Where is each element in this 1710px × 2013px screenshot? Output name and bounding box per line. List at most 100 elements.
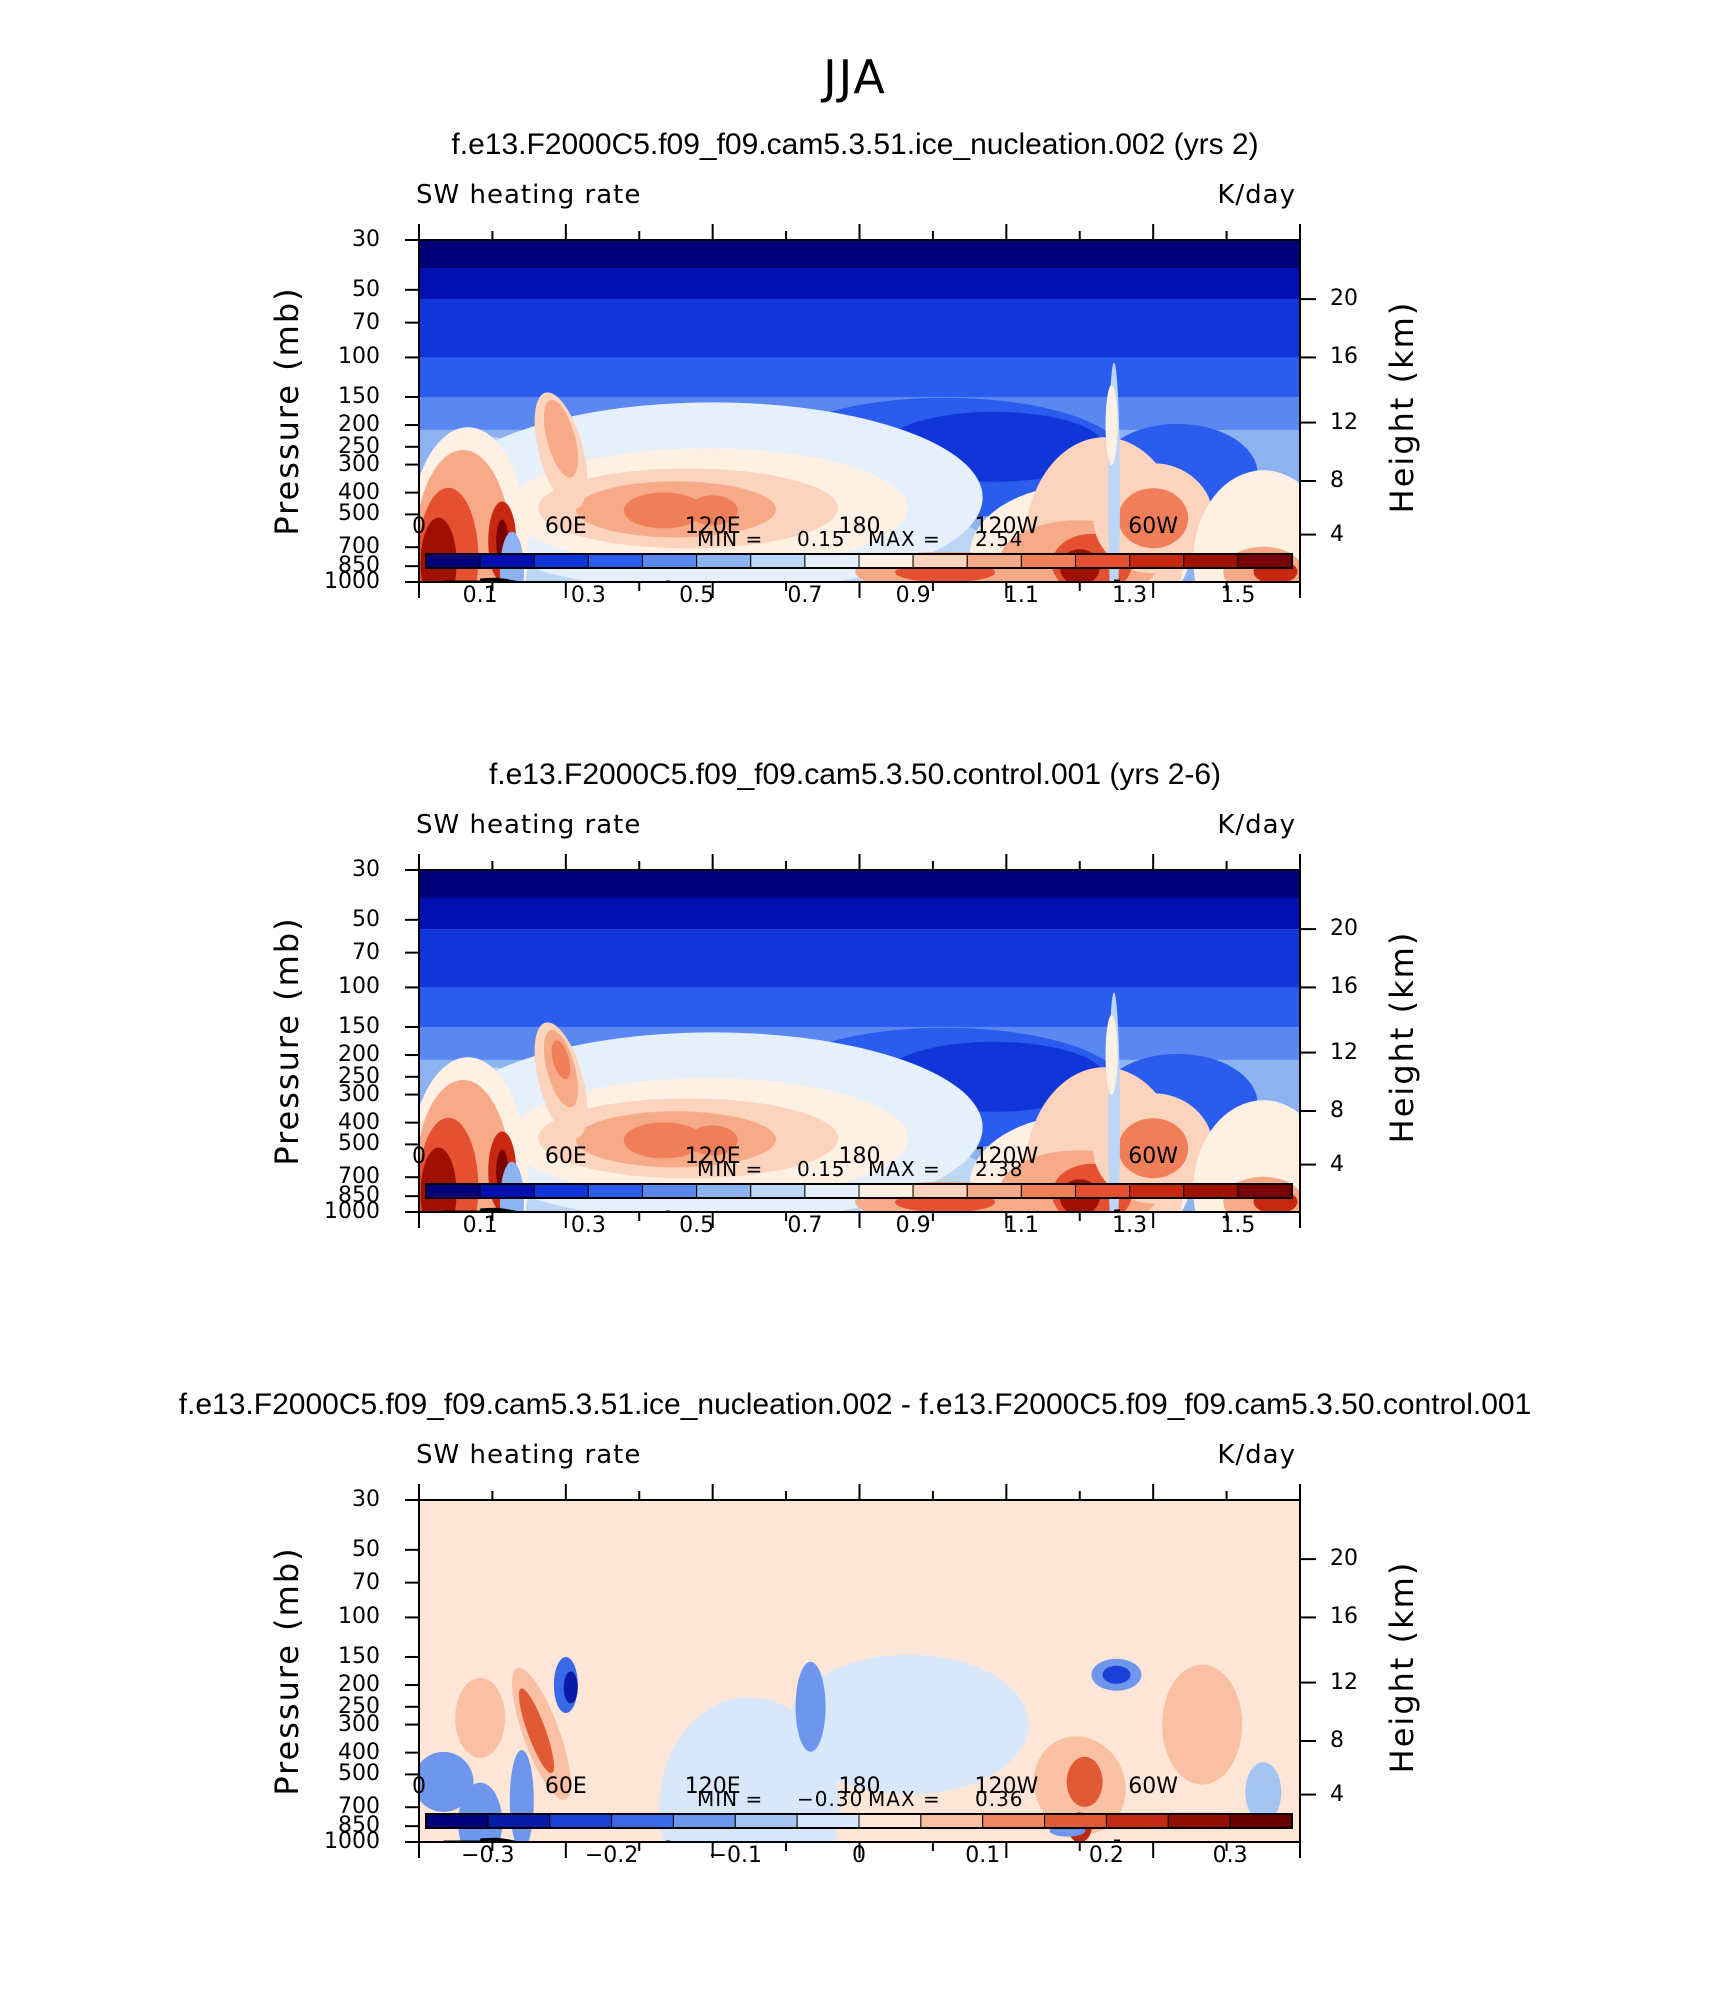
y-tick-label: 400 xyxy=(338,479,380,505)
colorbar-label: 1.1 xyxy=(1003,583,1039,608)
figure: JJA f.e13.F2000C5.f09_f09.cam5.3.51.ice_… xyxy=(0,50,1710,1868)
y-tick-label: 150 xyxy=(338,383,380,409)
x-tick-label: 120W xyxy=(974,514,1039,539)
colorbar-box xyxy=(1020,1183,1076,1199)
y-tick-label: 200 xyxy=(338,1672,380,1698)
colorbar-label: 0.9 xyxy=(895,583,931,608)
y-tick-label: 50 xyxy=(352,276,380,302)
colorbar-box xyxy=(858,1813,922,1829)
colorbar-box xyxy=(796,1813,860,1829)
x-tick-label: 0 xyxy=(412,1774,426,1799)
x-tick-label: 60E xyxy=(544,514,587,539)
y2-tick-label: 12 xyxy=(1330,409,1358,435)
colorbar-box xyxy=(479,553,535,569)
min-label: MIN = xyxy=(697,527,764,551)
x-tick-label: 0 xyxy=(412,1144,426,1169)
y-tick-label: 100 xyxy=(338,1604,380,1630)
y2-tick-label: 4 xyxy=(1330,521,1344,547)
x-tick-label: 120W xyxy=(974,1144,1039,1169)
contour-plot xyxy=(405,854,1316,1228)
colorbar-label: 0.1 xyxy=(965,1843,1001,1868)
contour-field xyxy=(419,870,1300,1212)
colorbar-label: 0.9 xyxy=(895,1213,931,1238)
colorbar-box xyxy=(1129,553,1185,569)
y2-tick-label: 8 xyxy=(1330,1727,1344,1753)
contour-panel-3: f.e13.F2000C5.f09_f09.cam5.3.51.ice_nucl… xyxy=(0,1388,1710,2013)
colorbar-box xyxy=(587,553,643,569)
colorbar-box xyxy=(804,1183,860,1199)
topography-africa xyxy=(443,1207,522,1212)
min-label: MIN = xyxy=(697,1787,764,1811)
colorbar-box xyxy=(611,1813,674,1829)
y2-tick-label: 4 xyxy=(1330,1151,1344,1177)
topography-andes xyxy=(1114,579,1121,582)
colorbar-box xyxy=(912,1183,968,1199)
colorbar-label: −0.1 xyxy=(708,1843,762,1868)
y-tick-label: 100 xyxy=(338,344,380,370)
x-tick-label: 60W xyxy=(1128,514,1179,539)
y2-tick-label: 16 xyxy=(1330,344,1358,370)
colorbar-label: 0.2 xyxy=(1088,1843,1124,1868)
y-tick-label: 50 xyxy=(352,906,380,932)
y-tick-label: 250 xyxy=(338,433,380,459)
y-tick-label: 1000 xyxy=(324,1829,380,1854)
contour-region xyxy=(551,1040,571,1080)
colorbar-box xyxy=(858,1183,914,1199)
colorbar-box xyxy=(1020,553,1076,569)
colorbar-box xyxy=(549,1813,613,1829)
contour-region xyxy=(518,1688,555,1774)
colorbar-label: 1.5 xyxy=(1220,1213,1256,1238)
colorbar-box xyxy=(642,1183,698,1199)
colorbar xyxy=(425,1183,1293,1199)
topography-africa xyxy=(443,577,522,582)
colorbar-box xyxy=(487,1813,551,1829)
colorbar-box xyxy=(1237,553,1293,569)
units-label: K/day xyxy=(1217,180,1296,210)
contour-field xyxy=(419,240,1300,582)
contour-region xyxy=(1118,1118,1189,1179)
colorbar-box xyxy=(672,1813,736,1829)
y-tick-label: 150 xyxy=(338,1013,380,1039)
colorbar-label: 0.1 xyxy=(462,1213,498,1238)
colorbar-box xyxy=(804,553,860,569)
y-tick-label: 850 xyxy=(338,1183,380,1209)
contour-region xyxy=(509,1750,534,1842)
contour-region xyxy=(1162,1664,1243,1785)
colorbar-label: 0.7 xyxy=(787,583,823,608)
y2-tick-label: 20 xyxy=(1330,916,1358,942)
y-tick-label: 70 xyxy=(352,309,380,335)
y2-tick-label: 16 xyxy=(1330,974,1358,1000)
contour-region xyxy=(551,410,571,450)
axes xyxy=(405,1484,1316,1858)
max-value: 2.38 xyxy=(975,1157,1024,1181)
y-tick-label: 200 xyxy=(338,1042,380,1068)
case-title: f.e13.F2000C5.f09_f09.cam5.3.51.ice_nucl… xyxy=(178,1388,1532,1421)
y-tick-label: 300 xyxy=(338,1711,380,1737)
case-title: f.e13.F2000C5.f09_f09.cam5.3.50.control.… xyxy=(488,758,1222,791)
units-label: K/day xyxy=(1217,1440,1296,1470)
colorbar xyxy=(425,1813,1293,1829)
colorbar-box xyxy=(425,1813,489,1829)
contour-panel-1: f.e13.F2000C5.f09_f09.cam5.3.51.ice_nucl… xyxy=(0,128,1710,753)
colorbar-label: 0.5 xyxy=(679,583,715,608)
colorbar-box xyxy=(1044,1813,1107,1829)
y-tick-label: 1000 xyxy=(324,569,380,594)
contour-region xyxy=(1066,1756,1103,1807)
colorbar-label: −0.3 xyxy=(461,1843,515,1868)
y2-tick-label: 16 xyxy=(1330,1604,1358,1630)
y-tick-label: 500 xyxy=(338,1131,380,1157)
contour-region xyxy=(563,1671,578,1704)
contour-band xyxy=(419,870,1300,899)
contour-region xyxy=(623,492,704,529)
x-tick-label: 60E xyxy=(544,1144,587,1169)
colorbar-label: 1.1 xyxy=(1003,1213,1039,1238)
contour-field xyxy=(419,1500,1300,1842)
variable-name: SW heating rate xyxy=(416,810,642,840)
contour-band xyxy=(419,357,1300,397)
colorbar-label: 1.3 xyxy=(1112,1213,1148,1238)
colorbar-frame xyxy=(425,1813,1293,1829)
y2-tick-label: 20 xyxy=(1330,1546,1358,1572)
colorbar-label: 0 xyxy=(852,1843,866,1868)
colorbar-box xyxy=(1229,1813,1293,1829)
y2-tick-label: 12 xyxy=(1330,1669,1358,1695)
